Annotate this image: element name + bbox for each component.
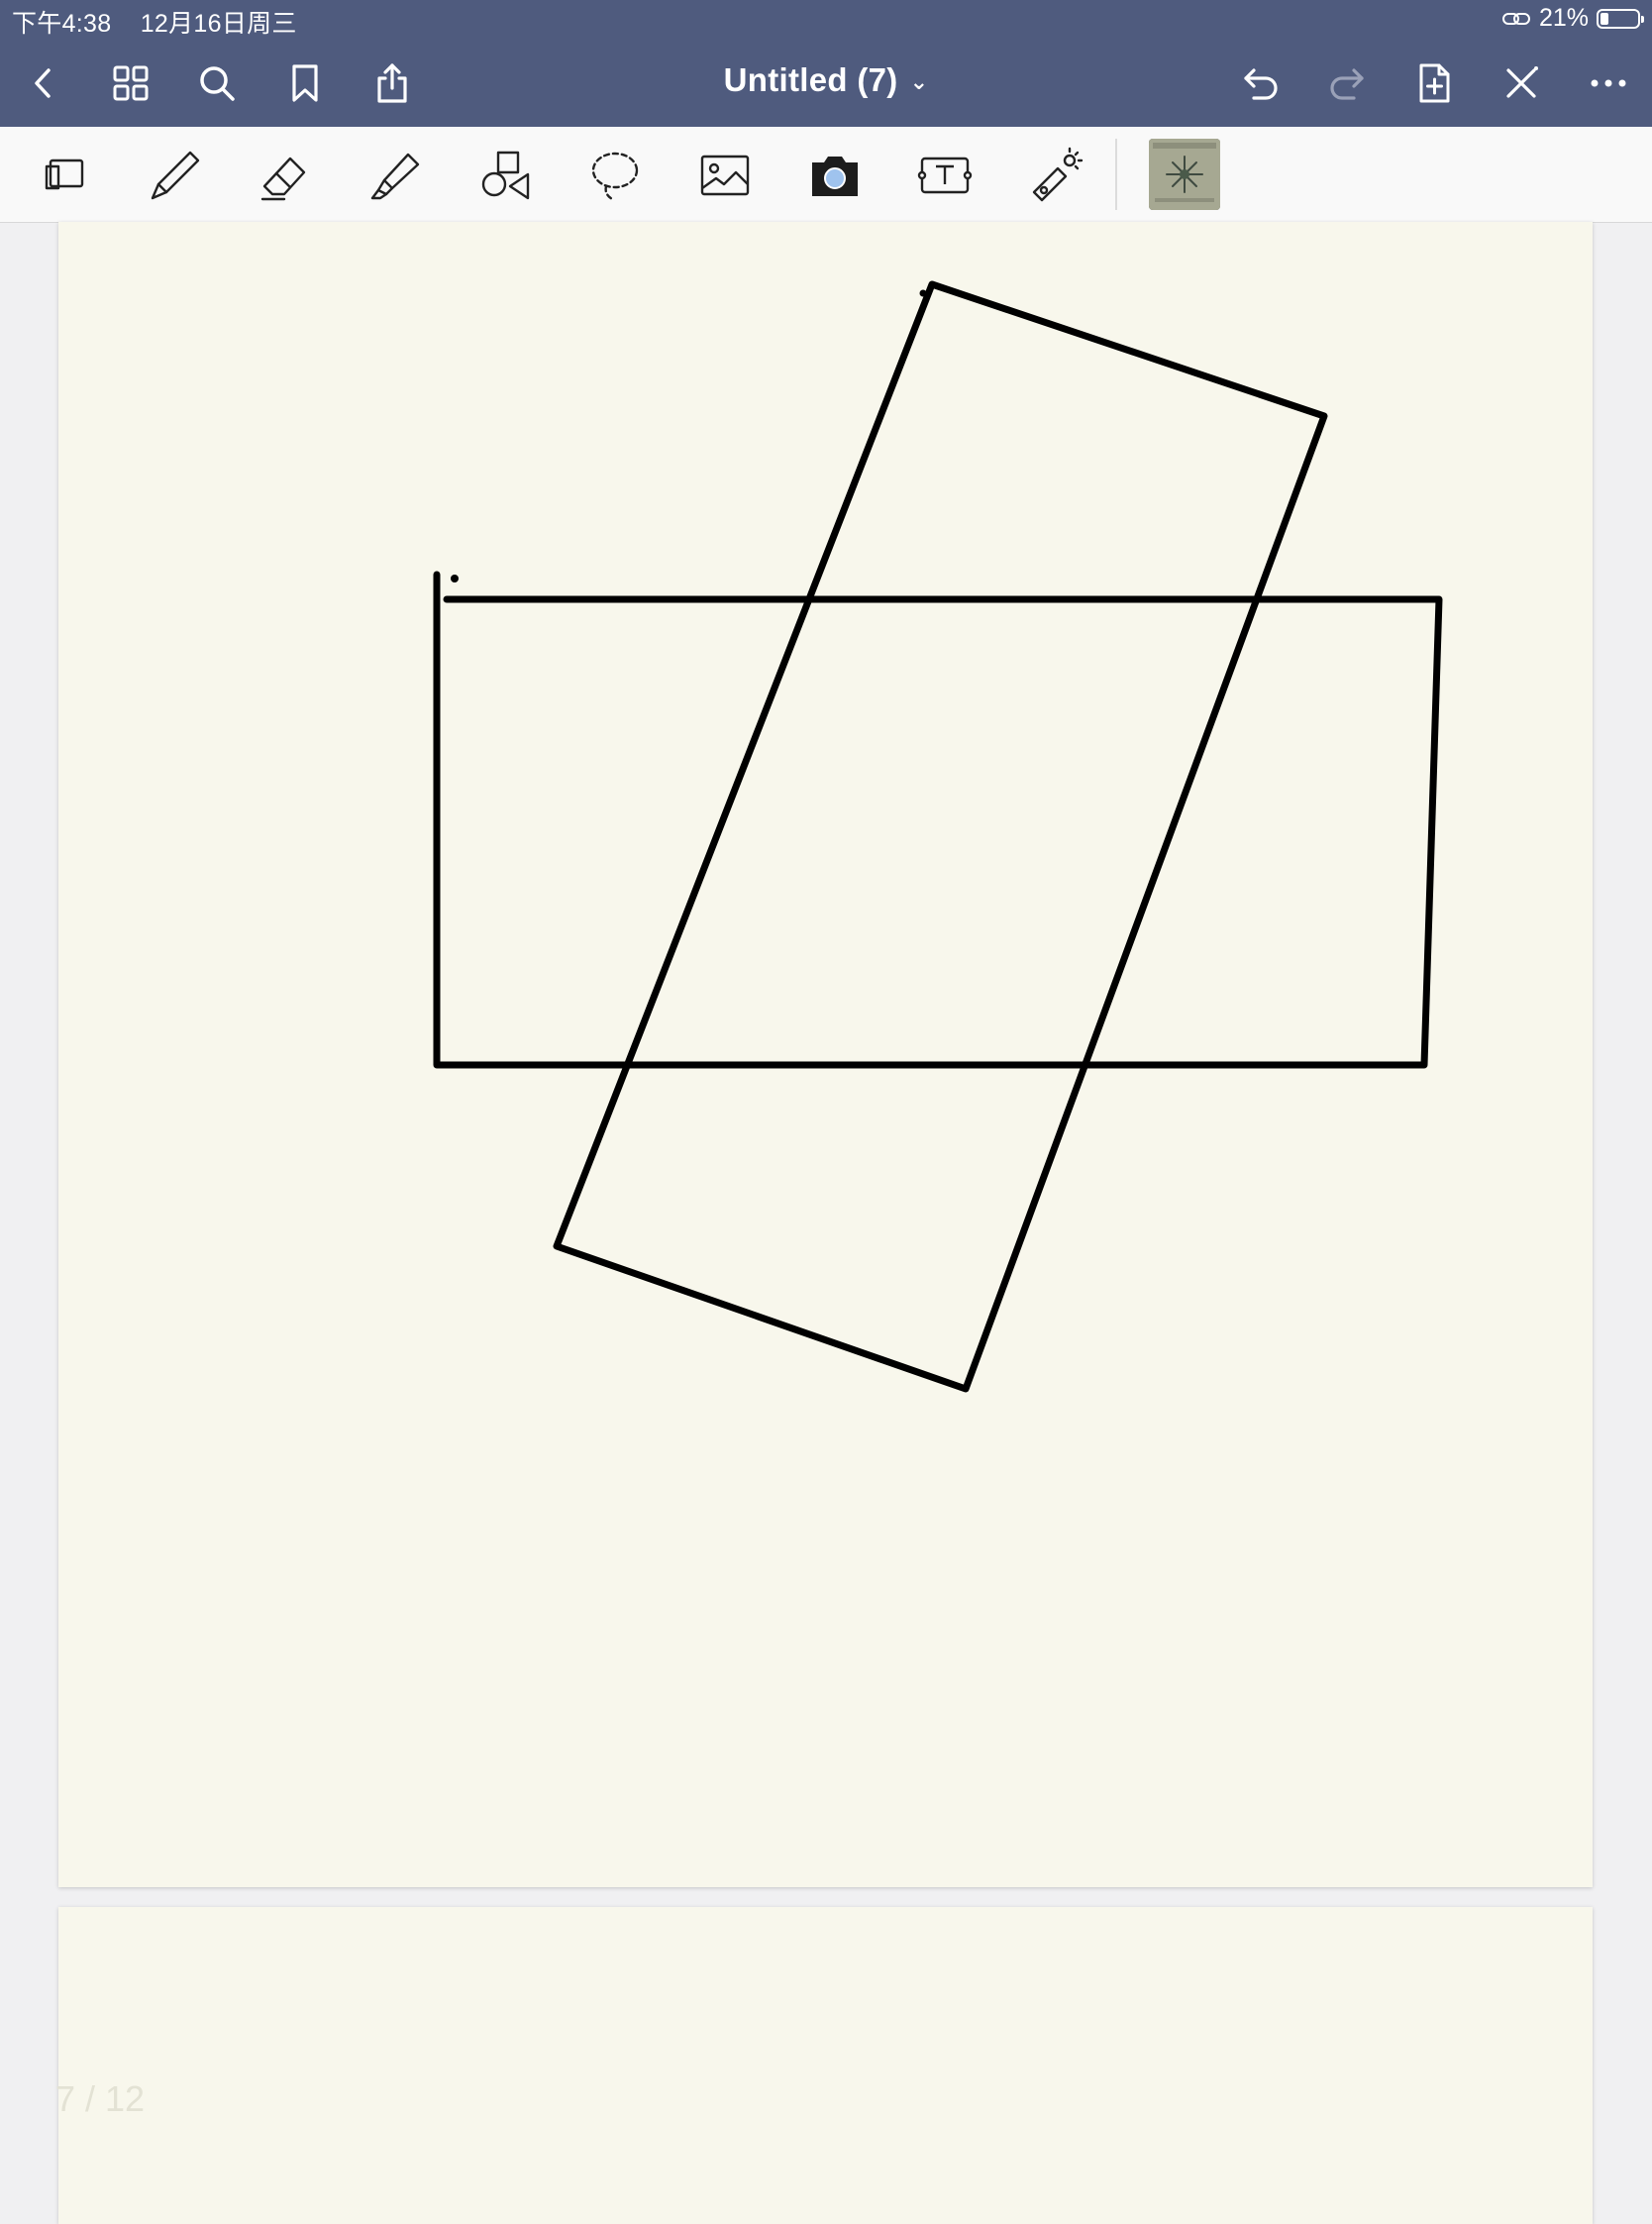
status-bar-right: 21% [1501, 4, 1644, 33]
drawn-tilted-rectangle [553, 280, 1328, 1393]
status-time: 下午4:38 [12, 10, 112, 38]
battery-percent: 21% [1538, 4, 1589, 32]
status-date: 12月16日周三 [140, 10, 297, 38]
toolbar-divider [1115, 139, 1117, 210]
notebook-page-next[interactable] [58, 1907, 1593, 2224]
eraser-icon[interactable] [253, 143, 318, 208]
pen-icon[interactable] [143, 143, 208, 208]
sticker-thumbnail[interactable] [1149, 139, 1220, 210]
tool-bar [0, 127, 1652, 223]
page-indicator: 7 / 12 [55, 2078, 146, 2119]
camera-icon[interactable] [802, 143, 868, 208]
ink-dot [919, 289, 927, 297]
close-tool-icon[interactable] [1494, 55, 1549, 111]
search-icon[interactable] [189, 55, 245, 111]
more-icon[interactable] [1581, 55, 1636, 111]
shapes-icon[interactable] [472, 143, 538, 208]
bookmark-icon[interactable] [277, 55, 333, 111]
redo-icon[interactable] [1319, 55, 1375, 111]
navigation-bar: 下午4:38 12月16日周三 21% [0, 0, 1652, 127]
link-icon [1501, 12, 1530, 25]
share-icon[interactable] [364, 55, 420, 111]
text-box-icon[interactable] [912, 143, 978, 208]
highlighter-icon[interactable] [362, 143, 428, 208]
drawn-rectangle [433, 571, 1443, 1069]
notebook-page[interactable] [58, 222, 1593, 1887]
zoom-window-icon[interactable] [33, 143, 98, 208]
image-icon[interactable] [692, 143, 758, 208]
laser-pointer-icon[interactable] [1022, 143, 1087, 208]
battery-icon [1597, 8, 1644, 29]
document-title: Untitled (7) [723, 61, 898, 98]
back-chevron-icon[interactable] [16, 55, 71, 111]
battery-fill [1600, 12, 1608, 25]
ink-dot [451, 575, 459, 582]
status-bar-left: 下午4:38 12月16日周三 [12, 4, 297, 40]
document-title-button[interactable]: Untitled (7) ⌄ [0, 61, 1652, 99]
undo-icon[interactable] [1233, 55, 1289, 111]
add-page-icon[interactable] [1406, 55, 1462, 111]
chevron-down-icon: ⌄ [909, 69, 929, 94]
lasso-icon[interactable] [582, 143, 648, 208]
grid-icon[interactable] [103, 55, 158, 111]
